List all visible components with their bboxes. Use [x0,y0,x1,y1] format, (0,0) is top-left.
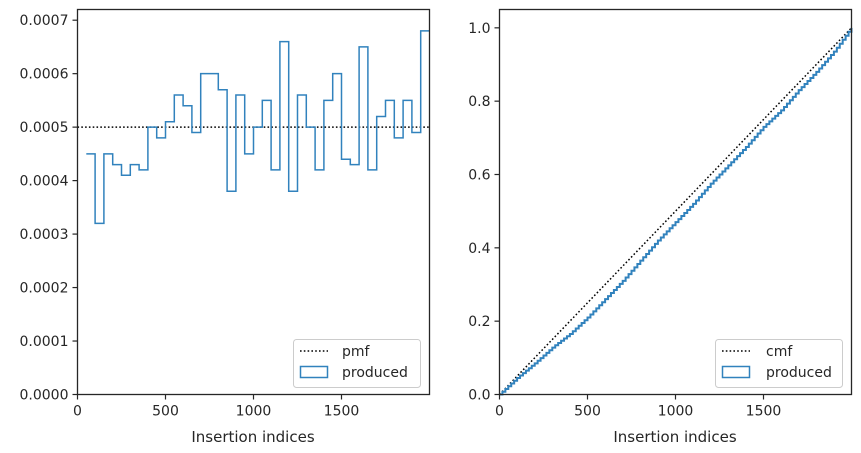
pmf-legend: pmf produced [293,339,421,388]
pmf-xtick-label: 1000 [236,404,272,420]
cmf-legend-label-produced: produced [766,365,832,381]
cmf-xtick-label: 1000 [658,404,694,420]
pmf-chart-ticks: 0 500 1000 1500 0.0000 0.0001 0.0002 0.0003 0.00… [20,13,360,419]
cmf-legend: cmf produced [715,339,843,388]
pmf-legend-label-produced: produced [342,365,408,381]
pmf-chart-panel: 0 500 1000 1500 0.0000 0.0001 0.0002 0.0003 0.00… [20,8,431,446]
cmf-ytick-label: 0.4 [468,241,490,257]
cmf-ytick-label: 0.2 [468,314,490,330]
pmf-ytick-label: 0.0000 [20,388,69,404]
cmf-xtick-label: 1500 [746,404,782,420]
pmf-ytick-label: 0.0005 [20,120,69,136]
cmf-series-produced-step [499,27,853,396]
cmf-legend-produced-marker [721,365,751,379]
cmf-chart-marks [498,27,853,396]
pmf-ytick-label: 0.0001 [20,334,69,350]
pmf-plot-frame [76,8,431,396]
pmf-ytick-label: 0.0004 [20,174,69,190]
pmf-legend-produced-marker [299,365,329,379]
cmf-chart-panel: 0 500 1000 1500 0.0 0.2 0.4 0.6 0.8 1.0 Insertion… [468,8,853,446]
pmf-xtick-label: 0 [73,404,82,420]
cmf-series-cmf-line [498,27,853,396]
pmf-ytick-label: 0.0003 [20,227,69,243]
cmf-ytick-label: 0.0 [468,388,490,404]
cmf-ytick-label: 0.8 [468,94,490,110]
pmf-xaxis-label: Insertion indices [191,428,314,446]
cmf-legend-box [715,339,843,388]
pmf-ytick-label: 0.0007 [20,13,69,29]
pmf-xtick-label: 500 [152,404,179,420]
cmf-xaxis-label: Insertion indices [613,428,736,446]
pmf-chart-marks [77,30,430,225]
cmf-xtick-label: 0 [495,404,504,420]
cmf-legend-label-cmf: cmf [766,344,793,360]
pmf-series-produced-step [86,30,430,225]
cmf-plot-frame [498,8,853,396]
cmf-xtick-label: 500 [574,404,601,420]
pmf-legend-label-pmf: pmf [342,344,371,360]
cmf-ytick-label: 1.0 [468,21,490,37]
cmf-chart-ticks: 0 500 1000 1500 0.0 0.2 0.4 0.6 0.8 1.0 [468,21,781,420]
pmf-ytick-label: 0.0006 [20,67,69,83]
pmf-xtick-label: 1500 [324,404,360,420]
pmf-legend-box [293,339,421,388]
cmf-ytick-label: 0.6 [468,168,490,184]
pmf-ytick-label: 0.0002 [20,281,69,297]
